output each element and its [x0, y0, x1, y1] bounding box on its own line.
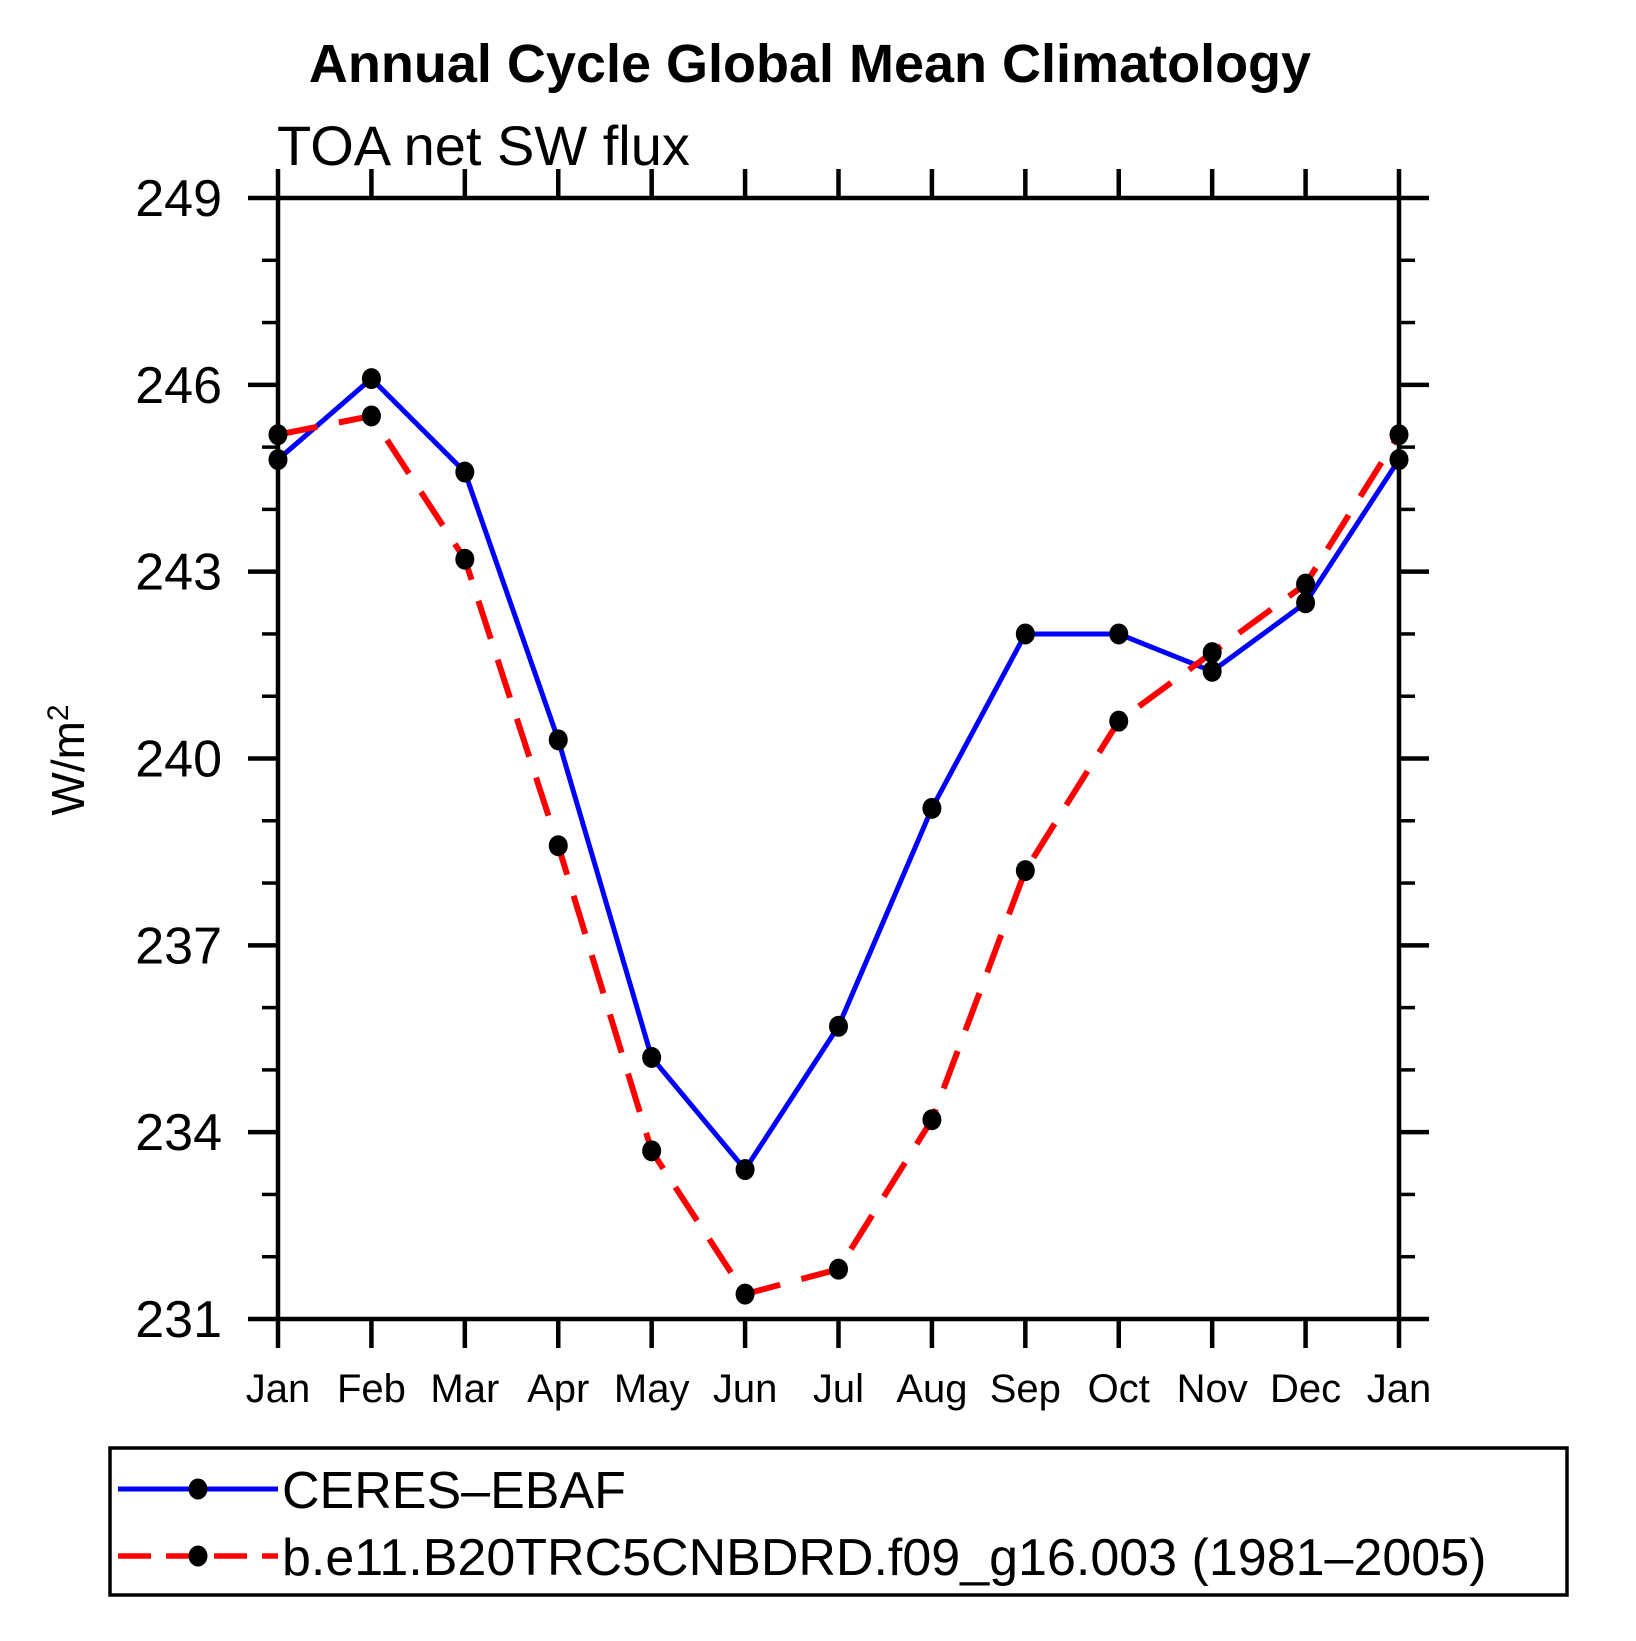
data-point-marker: [1109, 623, 1129, 645]
y-axis-label-base: W/m: [42, 721, 94, 816]
legend-label-ceres: CERES–EBAF: [282, 1462, 626, 1520]
data-point-marker: [642, 1140, 662, 1162]
data-point-marker: [361, 405, 381, 427]
data-point-marker: [455, 461, 475, 483]
chart-subtitle: TOA net SW flux: [277, 114, 690, 177]
x-tick-label: Jan: [246, 1367, 311, 1411]
series-line-ceres: [276, 375, 1402, 1174]
data-point-marker: [1389, 424, 1409, 446]
data-point-marker: [361, 368, 381, 390]
y-tick-label: 246: [135, 357, 222, 415]
data-point-marker: [922, 797, 942, 819]
data-point-marker: [1202, 642, 1222, 664]
y-tick-label: 249: [135, 170, 222, 228]
data-point-marker: [829, 1015, 848, 1037]
y-tick-label: 243: [135, 544, 222, 602]
data-point-marker: [1296, 573, 1316, 595]
y-axis-label-superscript: 2: [42, 704, 75, 721]
x-tick-label: Apr: [527, 1367, 589, 1411]
legend-marker-dot: [188, 1545, 208, 1567]
x-tick-label: Oct: [1088, 1367, 1150, 1411]
data-point-marker: [455, 548, 475, 570]
data-point-marker: [548, 835, 568, 857]
y-tick-label: 237: [135, 917, 222, 975]
x-tick-label: Jul: [813, 1367, 864, 1411]
legend: CERES–EBAF b.e11.B20TRC5CNBDRD.f09_g16.0…: [108, 1446, 1569, 1597]
y-tick-label: 234: [135, 1104, 222, 1162]
data-point-marker: [548, 729, 568, 751]
data-point-marker: [1015, 623, 1035, 645]
x-tick-label: Aug: [896, 1367, 967, 1411]
plot-frame: [275, 195, 1402, 1322]
plot-area: 249 246 243 240 237 234 231 Jan Feb Mar Apr May Jun J…: [135, 169, 1431, 1411]
x-tick-label: Jun: [713, 1367, 778, 1411]
data-point-marker: [1015, 860, 1035, 882]
x-tick-label: Mar: [430, 1367, 499, 1411]
data-point-marker: [1109, 710, 1129, 732]
x-tick-label: Nov: [1177, 1367, 1248, 1411]
data-point-marker: [268, 449, 288, 471]
y-axis-label: W/m2: [42, 704, 94, 815]
data-point-marker: [642, 1046, 662, 1068]
data-point-marker: [1202, 660, 1222, 682]
legend-item-model: b.e11.B20TRC5CNBDRD.f09_g16.003 (1981–20…: [118, 1529, 1486, 1587]
data-point-marker: [829, 1258, 848, 1280]
data-point-marker: [735, 1283, 755, 1305]
legend-item-ceres: CERES–EBAF: [118, 1462, 626, 1520]
data-point-marker: [1296, 592, 1316, 614]
y-tick-label: 240: [135, 731, 222, 789]
x-tick-label: Feb: [337, 1367, 406, 1411]
data-point-marker: [1389, 449, 1409, 471]
legend-marker-dot: [188, 1478, 208, 1500]
x-tick-label: May: [614, 1367, 690, 1411]
series-line-model: [277, 412, 1402, 1298]
chart-title: Annual Cycle Global Mean Climatology: [309, 34, 1311, 94]
data-point-marker: [922, 1109, 942, 1131]
legend-label-model: b.e11.B20TRC5CNBDRD.f09_g16.003 (1981–20…: [282, 1529, 1486, 1587]
x-tick-label: Dec: [1270, 1367, 1341, 1411]
legend-box: [108, 1446, 1569, 1597]
y-tick-label: 231: [135, 1291, 222, 1349]
data-point-marker: [268, 424, 288, 446]
x-tick-label: Jan: [1367, 1367, 1432, 1411]
data-point-marker: [735, 1159, 755, 1181]
x-tick-label: Sep: [990, 1367, 1061, 1411]
